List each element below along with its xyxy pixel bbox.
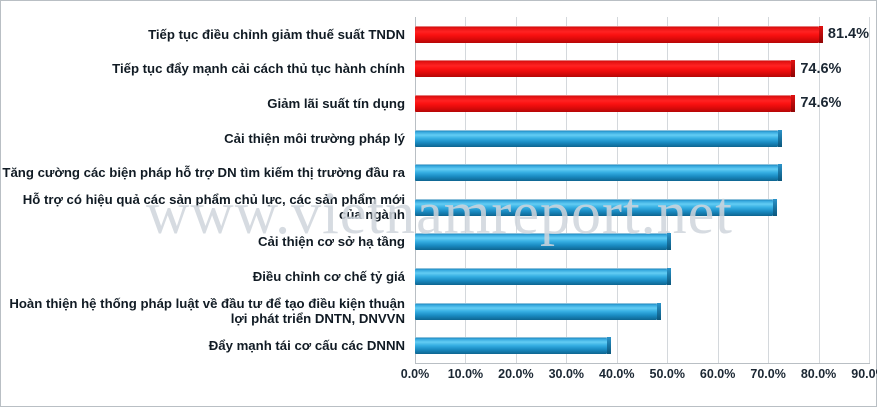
bar-row <box>415 259 869 294</box>
category-label: Hỗ trợ có hiệu quả các sản phẩm chủ lực,… <box>22 192 405 223</box>
bar-row: 74.6% <box>415 52 869 87</box>
bar[interactable] <box>415 302 662 320</box>
bar[interactable] <box>415 129 783 147</box>
bar-row: 74.6% <box>415 86 869 121</box>
bar[interactable] <box>415 94 796 112</box>
gridline-0 <box>415 17 416 363</box>
bar-value-label: 74.6% <box>800 60 842 77</box>
bar-row <box>415 190 869 225</box>
gridline-70 <box>768 17 770 363</box>
x-tick-label: 0.0% <box>400 367 430 381</box>
category-label: Đẩy mạnh tái cơ cấu các DNNN <box>208 338 405 354</box>
category-label: Cải thiện cơ sở hạ tầng <box>258 234 405 250</box>
bar[interactable] <box>415 233 672 251</box>
x-tick-label: 40.0% <box>599 367 635 381</box>
bar[interactable] <box>415 337 611 355</box>
x-axis-tick-labels: 0.0% 10.0% 20.0% 30.0% 40.0% 50.0% 60.0% 70.0% 8… <box>401 367 877 387</box>
bar[interactable] <box>415 164 783 182</box>
gridline-30 <box>566 17 568 363</box>
category-label: Cải thiện môi trường pháp lý <box>224 130 405 146</box>
category-axis-labels: Tiếp tục điều chỉnh giảm thuế suất TNDN T… <box>1 17 411 363</box>
x-tick-label: 20.0% <box>498 367 534 381</box>
bar[interactable] <box>415 25 823 43</box>
bar-row <box>415 328 869 363</box>
category-label: Điều chỉnh cơ chế tỷ giá <box>252 269 405 284</box>
bar-value-label: 74.6% <box>800 95 842 112</box>
gridline-40 <box>616 17 618 363</box>
x-tick-label: 30.0% <box>548 367 585 381</box>
bar-value-label: 81.4% <box>827 26 869 43</box>
bar-rows: 81.4% 74.6% 74.6% <box>415 17 869 363</box>
gridline-20 <box>515 17 517 363</box>
bar-row <box>415 294 869 329</box>
gridline-50 <box>667 17 669 363</box>
x-tick-label: 50.0% <box>649 367 685 381</box>
gridline-90 <box>869 17 870 363</box>
plot-area: 81.4% 74.6% 74.6% <box>415 17 870 363</box>
x-axis-line <box>415 363 870 364</box>
category-label: Tiếp tục điều chỉnh giảm thuế suất TNDN <box>148 26 405 42</box>
category-label: Hoàn thiện hệ thống pháp luật về đầu tư … <box>9 296 405 327</box>
category-label: Tăng cường các biện pháp hỗ trợ DN tìm k… <box>2 165 405 181</box>
x-tick-label: 70.0% <box>750 367 786 381</box>
gridline-60 <box>717 17 719 363</box>
bar[interactable] <box>415 60 796 78</box>
bar-row: 81.4% <box>415 17 869 52</box>
bar[interactable] <box>415 267 672 285</box>
category-label: Tiếp tục đẩy mạnh cải cách thủ tục hành … <box>112 61 405 77</box>
x-tick-label: 60.0% <box>699 367 736 381</box>
x-tick-label: 80.0% <box>800 367 837 381</box>
gridline-10 <box>465 17 467 363</box>
bar-row <box>415 225 869 260</box>
x-tick-label: 90.0% <box>851 367 877 381</box>
bar-row <box>415 155 869 190</box>
gridline-80 <box>818 17 820 363</box>
bar-row <box>415 121 869 156</box>
category-label: Giảm lãi suất tín dụng <box>267 96 405 111</box>
bar[interactable] <box>415 198 778 216</box>
x-tick-label: 10.0% <box>447 367 484 381</box>
